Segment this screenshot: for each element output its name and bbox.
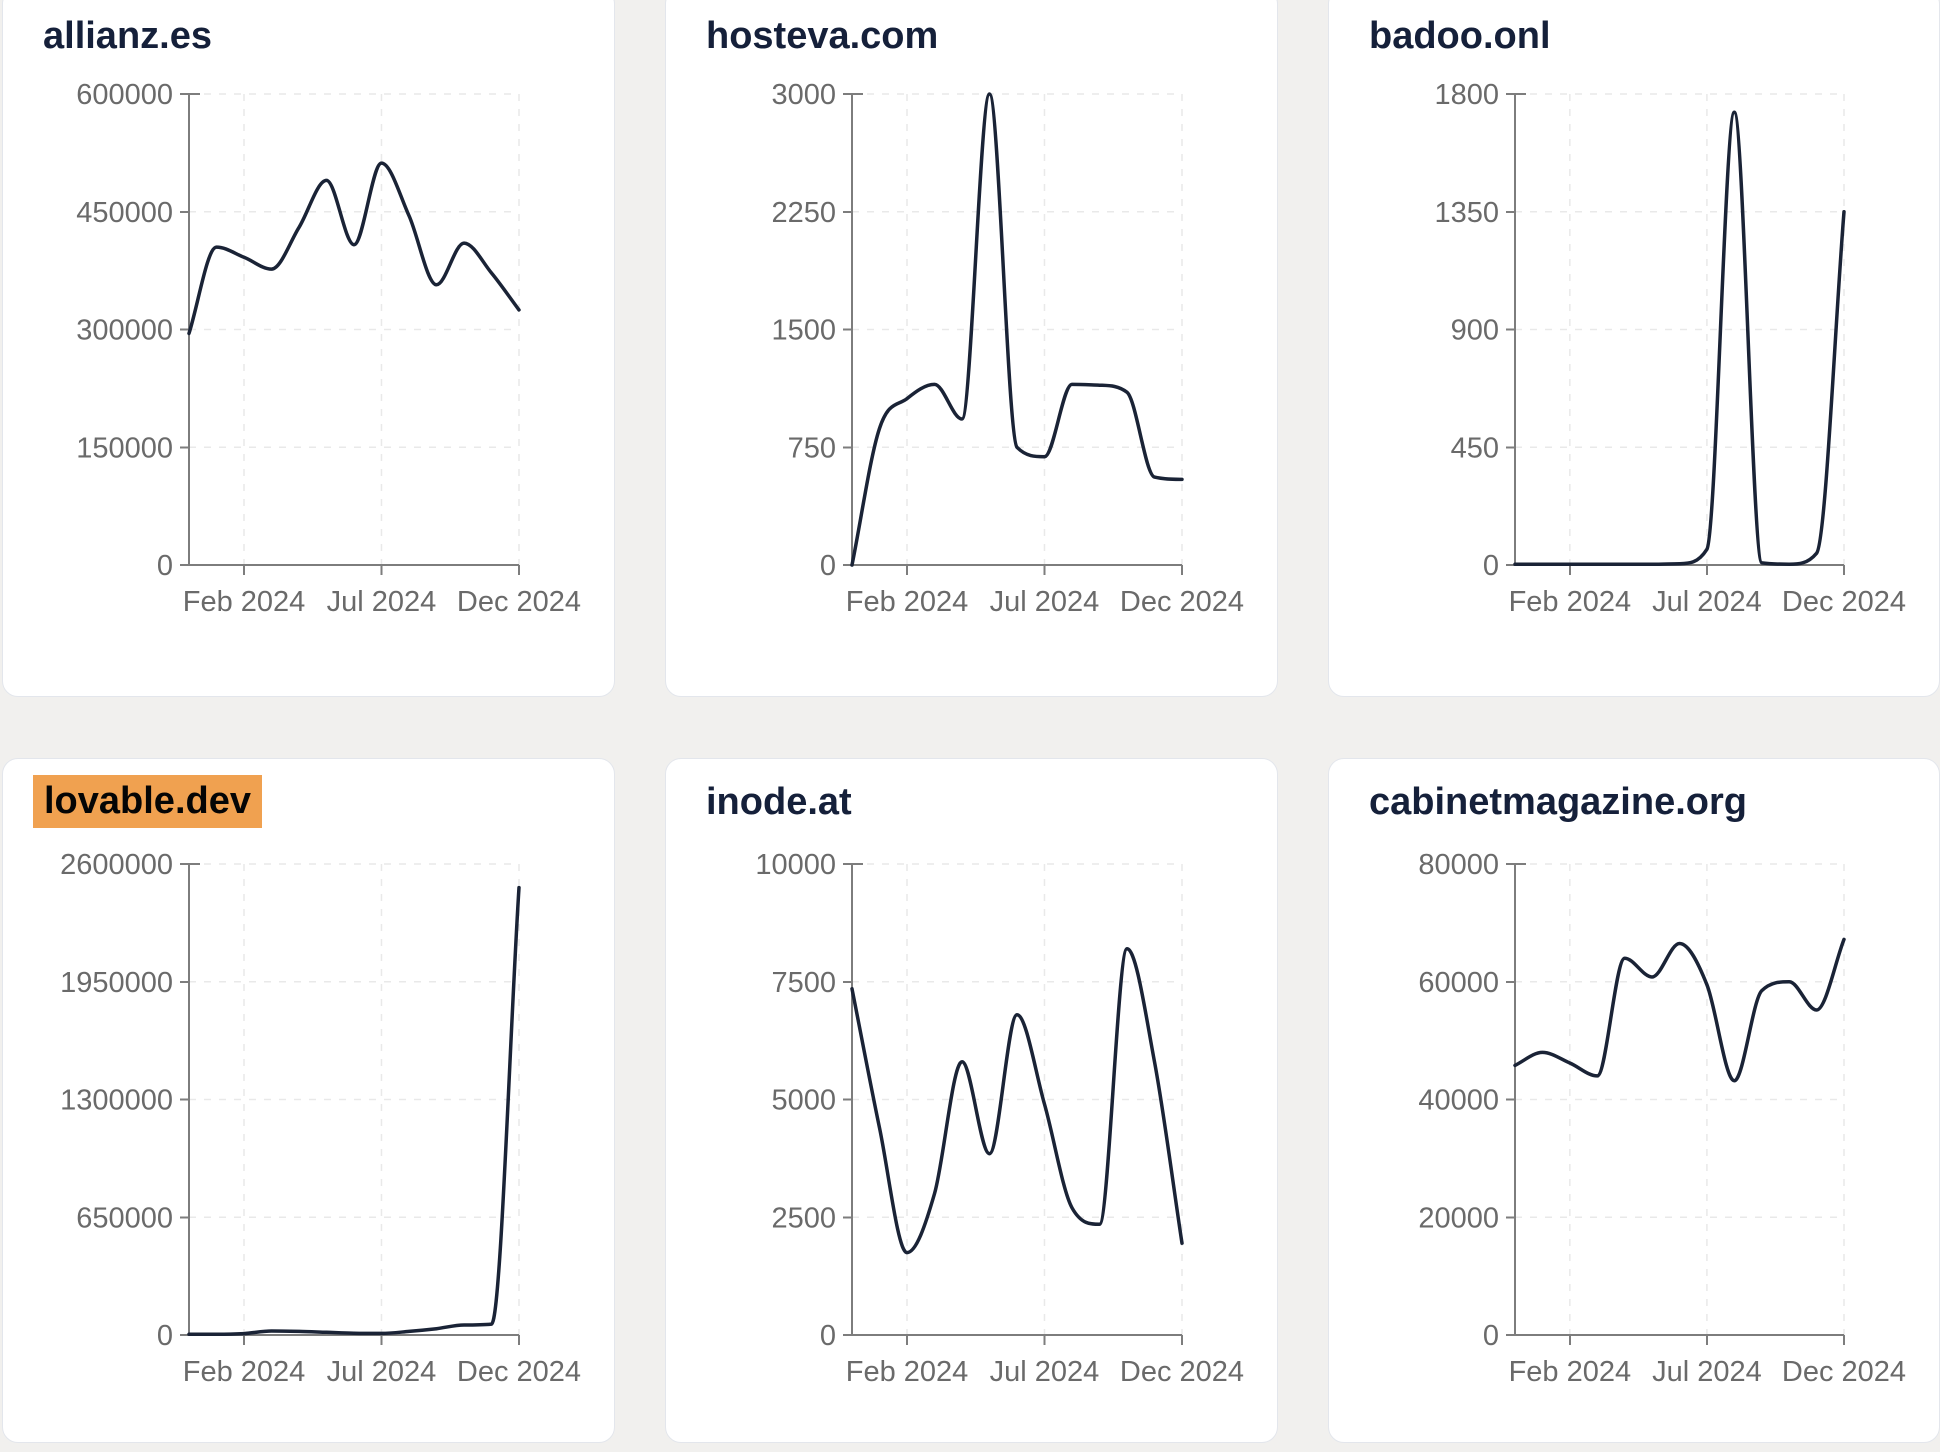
svg-text:0: 0 <box>157 550 173 582</box>
svg-text:Feb 2024: Feb 2024 <box>1509 586 1632 618</box>
x-axis-labels: Feb 2024 Jul 2024 Dec 2024 <box>846 586 1244 618</box>
svg-text:80000: 80000 <box>1418 849 1499 881</box>
svg-text:650000: 650000 <box>76 1202 173 1234</box>
svg-text:2500: 2500 <box>771 1202 836 1234</box>
svg-text:Feb 2024: Feb 2024 <box>183 586 306 618</box>
svg-text:Feb 2024: Feb 2024 <box>1509 1356 1632 1388</box>
gridlines <box>852 93 1183 565</box>
svg-text:0: 0 <box>820 1320 836 1352</box>
axes <box>180 863 520 1345</box>
chart-title: inode.at <box>706 781 852 823</box>
svg-text:Dec 2024: Dec 2024 <box>457 586 581 618</box>
chart-card-lovable-dev[interactable]: lovable.dev 0 650000 1300000 1950000 2600000… <box>2 758 615 1443</box>
svg-text:Dec 2024: Dec 2024 <box>457 1356 581 1388</box>
svg-text:Jul 2024: Jul 2024 <box>327 1356 437 1388</box>
chart-card-inode-at[interactable]: inode.at 0 2500 5000 7500 10000 Feb 2024 Jul 2… <box>665 758 1278 1443</box>
svg-text:1950000: 1950000 <box>60 967 173 999</box>
series-line <box>850 947 1184 1255</box>
svg-text:Dec 2024: Dec 2024 <box>1120 586 1244 618</box>
line-chart-canvas: 0 750 1500 2250 3000 Feb 2024 Jul 2024 Dec 2024 <box>771 79 1244 618</box>
chart-title: hosteva.com <box>706 15 939 57</box>
chart-card-cabinetmagazine-org[interactable]: cabinetmagazine.org 0 20000 40000 60000 8000… <box>1328 758 1940 1443</box>
series-line <box>187 885 521 1337</box>
svg-text:0: 0 <box>1483 1320 1499 1352</box>
gridlines <box>189 93 520 565</box>
y-axis-labels: 0 450 900 1350 1800 <box>1434 79 1499 582</box>
svg-text:Feb 2024: Feb 2024 <box>846 586 969 618</box>
chart-card-hosteva-com[interactable]: hosteva.com 0 750 1500 2250 3000 Feb 2024 Jul … <box>665 0 1278 697</box>
svg-text:1300000: 1300000 <box>60 1085 173 1117</box>
line-chart-canvas: 0 150000 300000 450000 600000 Feb 2024 Jul 202… <box>76 79 581 618</box>
x-axis-labels: Feb 2024 Jul 2024 Dec 2024 <box>1509 586 1907 618</box>
svg-text:10000: 10000 <box>755 849 836 881</box>
svg-text:Jul 2024: Jul 2024 <box>1652 1356 1762 1388</box>
y-axis-labels: 0 750 1500 2250 3000 <box>771 79 836 582</box>
svg-text:450: 450 <box>1451 432 1499 464</box>
svg-text:0: 0 <box>157 1320 173 1352</box>
svg-text:300000: 300000 <box>76 315 173 347</box>
svg-text:450000: 450000 <box>76 197 173 229</box>
line-chart-canvas: 0 650000 1300000 1950000 2600000 Feb 2024 Jul … <box>60 849 581 1388</box>
svg-text:2250: 2250 <box>771 197 836 229</box>
svg-text:7500: 7500 <box>771 967 836 999</box>
svg-text:20000: 20000 <box>1418 1202 1499 1234</box>
svg-text:150000: 150000 <box>76 432 173 464</box>
line-chart-canvas: 0 20000 40000 60000 80000 Feb 2024 Jul 2024 Dec… <box>1418 849 1907 1388</box>
svg-text:0: 0 <box>1483 550 1499 582</box>
svg-text:1350: 1350 <box>1434 197 1499 229</box>
svg-text:2600000: 2600000 <box>60 849 173 881</box>
svg-text:Jul 2024: Jul 2024 <box>1652 586 1762 618</box>
svg-text:40000: 40000 <box>1418 1085 1499 1117</box>
axes <box>180 93 520 575</box>
svg-text:Jul 2024: Jul 2024 <box>990 586 1100 618</box>
gridlines <box>852 863 1183 1335</box>
axes <box>1506 863 1845 1345</box>
chart-title-highlighted: lovable.dev <box>33 775 262 828</box>
chart-card-badoo-onl[interactable]: badoo.onl 0 450 900 1350 1800 Feb 2024 Jul 202… <box>1328 0 1940 697</box>
svg-text:60000: 60000 <box>1418 967 1499 999</box>
y-axis-labels: 0 20000 40000 60000 80000 <box>1418 849 1499 1352</box>
y-axis-labels: 0 150000 300000 450000 600000 <box>76 79 173 582</box>
svg-text:5000: 5000 <box>771 1085 836 1117</box>
axes <box>843 93 1183 575</box>
svg-text:600000: 600000 <box>76 79 173 111</box>
gridlines <box>189 863 520 1335</box>
line-chart-canvas: 0 450 900 1350 1800 Feb 2024 Jul 2024 Dec 2024 <box>1434 79 1907 618</box>
svg-text:900: 900 <box>1451 315 1499 347</box>
series-line <box>1513 110 1846 566</box>
svg-text:Feb 2024: Feb 2024 <box>846 1356 969 1388</box>
svg-text:3000: 3000 <box>771 79 836 111</box>
svg-text:0: 0 <box>820 550 836 582</box>
chart-title: badoo.onl <box>1369 15 1551 57</box>
svg-text:Jul 2024: Jul 2024 <box>327 586 437 618</box>
series-line <box>187 161 521 336</box>
chart-card-allianz-es[interactable]: allianz.es 0 150000 300000 450000 600000 Feb … <box>2 0 615 697</box>
x-axis-labels: Feb 2024 Jul 2024 Dec 2024 <box>183 586 581 618</box>
svg-text:Dec 2024: Dec 2024 <box>1120 1356 1244 1388</box>
x-axis-labels: Feb 2024 Jul 2024 Dec 2024 <box>183 1356 581 1388</box>
series-line <box>1513 937 1846 1083</box>
x-axis-labels: Feb 2024 Jul 2024 Dec 2024 <box>1509 1356 1907 1388</box>
axes <box>1506 93 1845 575</box>
x-axis-labels: Feb 2024 Jul 2024 Dec 2024 <box>846 1356 1244 1388</box>
chart-title: allianz.es <box>43 15 212 57</box>
svg-text:Dec 2024: Dec 2024 <box>1782 1356 1906 1388</box>
line-chart-canvas: 0 2500 5000 7500 10000 Feb 2024 Jul 2024 Dec 20… <box>755 849 1244 1388</box>
chart-title: cabinetmagazine.org <box>1369 781 1747 823</box>
svg-text:750: 750 <box>788 432 836 464</box>
gridlines <box>1515 93 1845 565</box>
series-line <box>850 92 1184 567</box>
svg-text:Feb 2024: Feb 2024 <box>183 1356 306 1388</box>
svg-text:1500: 1500 <box>771 315 836 347</box>
gridlines <box>1515 863 1845 1335</box>
y-axis-labels: 0 2500 5000 7500 10000 <box>755 849 836 1352</box>
y-axis-labels: 0 650000 1300000 1950000 2600000 <box>60 849 173 1352</box>
svg-text:Dec 2024: Dec 2024 <box>1782 586 1906 618</box>
axes <box>843 863 1183 1345</box>
svg-text:1800: 1800 <box>1434 79 1499 111</box>
svg-text:Jul 2024: Jul 2024 <box>990 1356 1100 1388</box>
